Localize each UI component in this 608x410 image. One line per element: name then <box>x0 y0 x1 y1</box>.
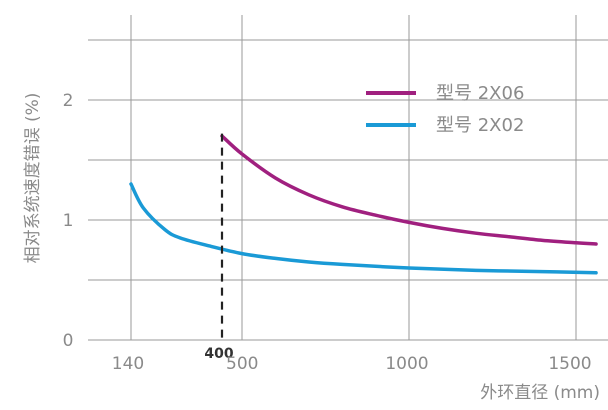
annotation: 400 <box>204 133 234 362</box>
x-tick-label: 500 <box>226 354 258 374</box>
x-axis-title: 外环直径 (mm) <box>480 383 600 403</box>
legend-label-2x06: 型号 2X06 <box>436 83 524 104</box>
legend: 型号 2X06 型号 2X02 <box>366 83 524 136</box>
axis-ticks: 0 1 2 140 500 1000 1500 <box>63 91 592 374</box>
y-tick-label: 1 <box>63 211 74 231</box>
annotation-label: 400 <box>204 346 233 362</box>
y-tick-label: 0 <box>63 331 74 351</box>
x-tick-label: 140 <box>112 354 144 374</box>
y-tick-label: 2 <box>63 91 74 111</box>
y-axis-title: 相对系统速度错误 (%) <box>23 93 43 264</box>
series-line-2x02 <box>129 182 598 275</box>
series-line-2x06 <box>220 134 598 246</box>
x-tick-label: 1000 <box>385 354 428 374</box>
x-tick-label: 1500 <box>548 354 591 374</box>
grid <box>88 15 608 341</box>
plot-area <box>129 134 598 275</box>
legend-label-2x02: 型号 2X02 <box>436 115 524 136</box>
